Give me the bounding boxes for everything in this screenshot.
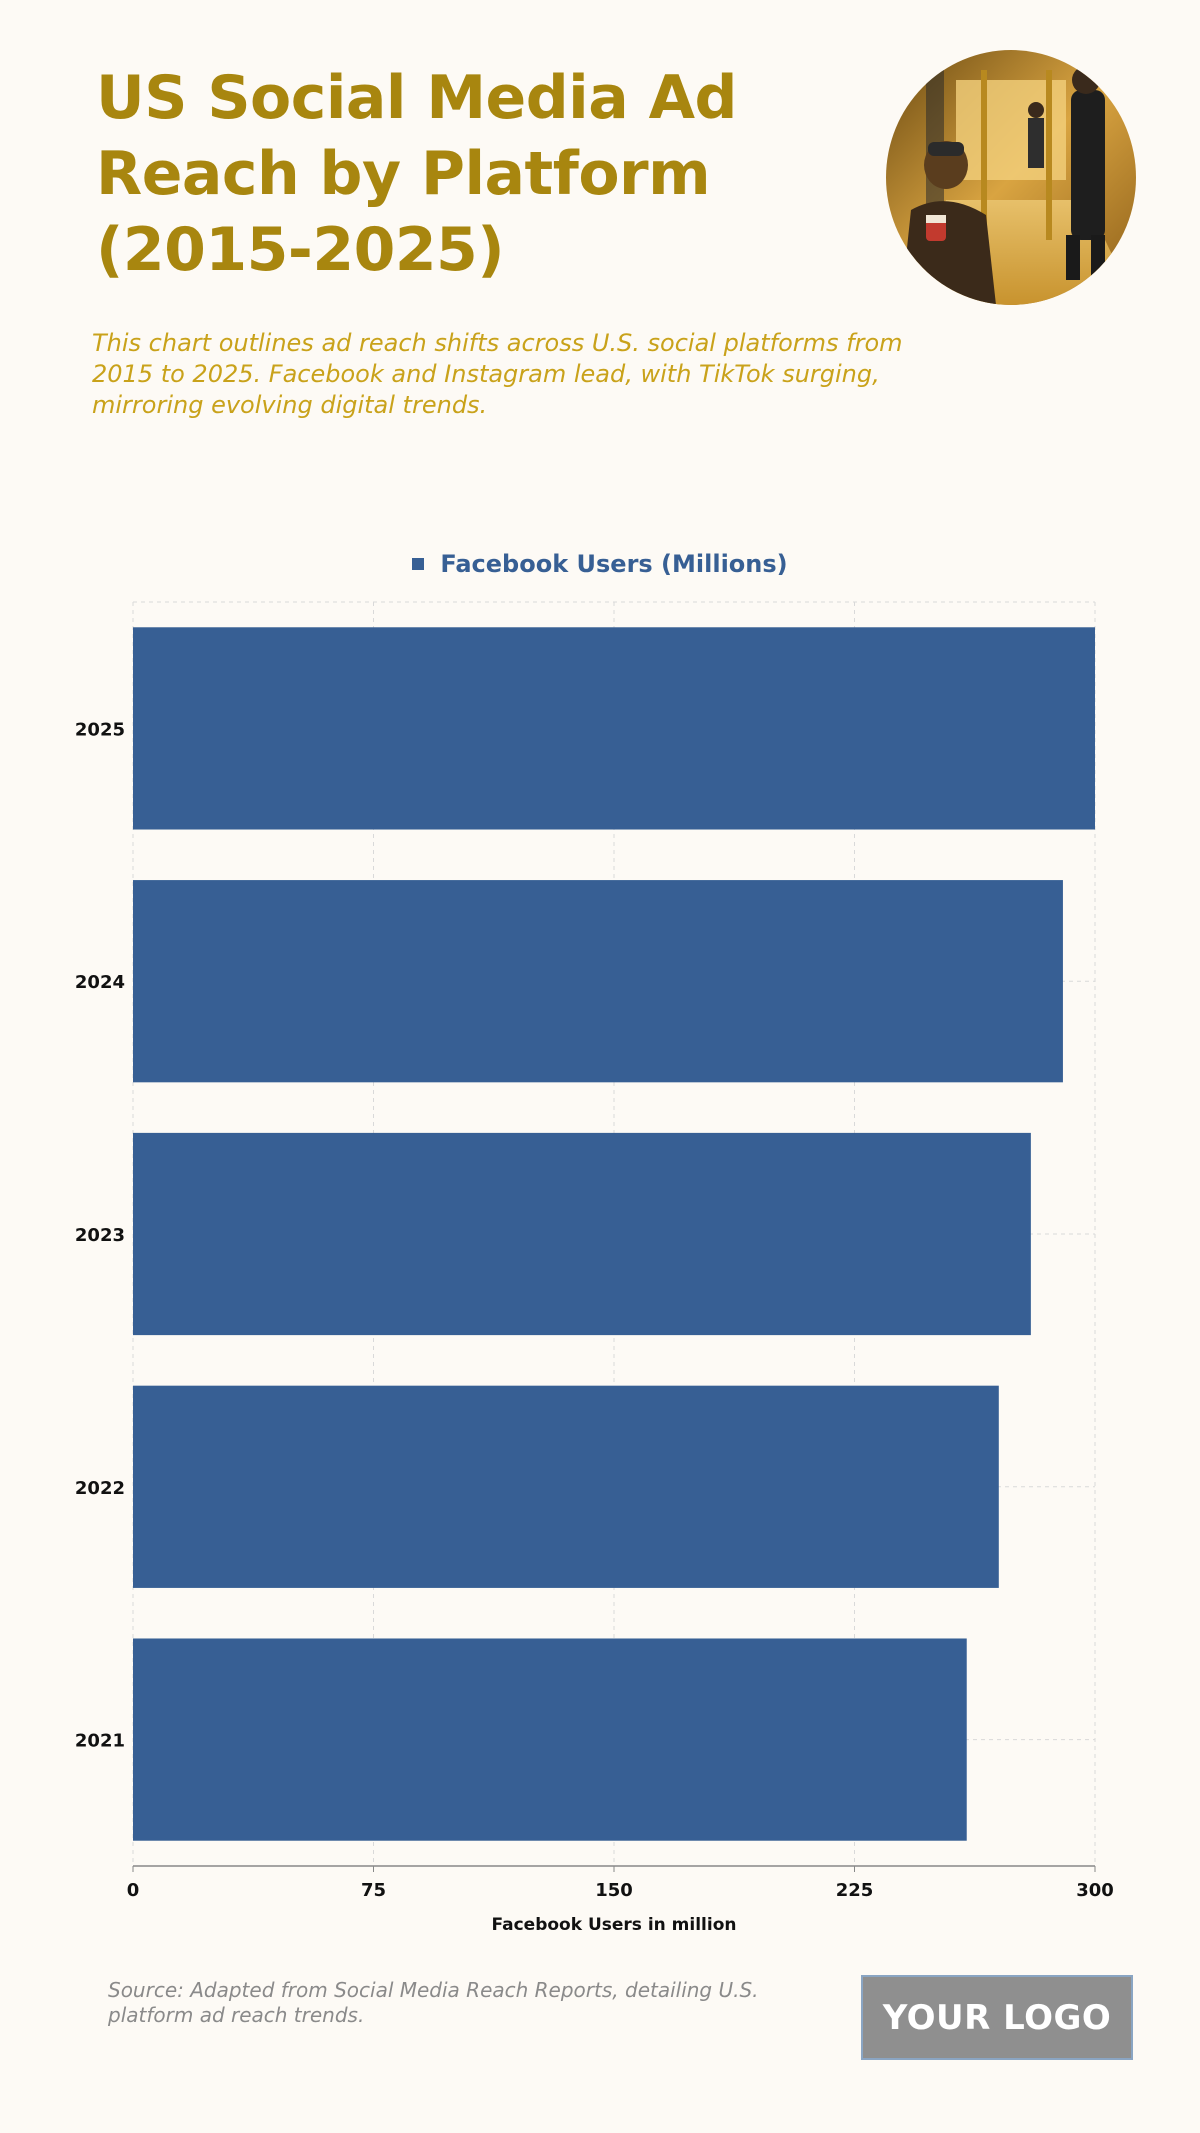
chart-subtitle: This chart outlines ad reach shifts acro… xyxy=(92,329,903,419)
legend-swatch xyxy=(412,558,425,570)
bar-2023 xyxy=(133,1132,1031,1336)
logo-text: YOUR LOGO xyxy=(882,1997,1112,2038)
source-note: Source: Adapted from Social Media Reach … xyxy=(108,1978,759,2027)
bar-2022 xyxy=(133,1385,999,1588)
bar-2021 xyxy=(133,1638,967,1841)
chart-title: US Social Media Ad Reach by Platform (20… xyxy=(96,63,738,285)
bar-2025 xyxy=(133,627,1095,830)
y-tick-label: 2023 xyxy=(75,1225,125,1246)
chart-legend: Facebook Users (Millions) xyxy=(0,550,1200,578)
bar-chart: 2025 2024 2023 2022 2021 0 75 150 225 300 Facebook… xyxy=(75,601,1114,1935)
logo-placeholder: YOUR LOGO xyxy=(861,1975,1133,2060)
bar-2024 xyxy=(133,880,1063,1083)
x-tick-label: 75 xyxy=(361,1880,386,1901)
x-tick-label: 300 xyxy=(1076,1880,1114,1901)
legend-label: Facebook Users (Millions) xyxy=(440,550,788,578)
y-tick-label: 2021 xyxy=(75,1731,125,1752)
x-tick-label: 0 xyxy=(127,1880,140,1901)
x-tick-label: 150 xyxy=(595,1880,633,1901)
x-tick-label: 225 xyxy=(836,1880,874,1901)
y-tick-label: 2022 xyxy=(75,1478,125,1499)
x-axis-title: Facebook Users in million xyxy=(492,1915,737,1935)
y-tick-label: 2025 xyxy=(75,719,125,740)
y-tick-label: 2024 xyxy=(75,972,125,993)
subway-photo-icon xyxy=(886,50,1136,305)
